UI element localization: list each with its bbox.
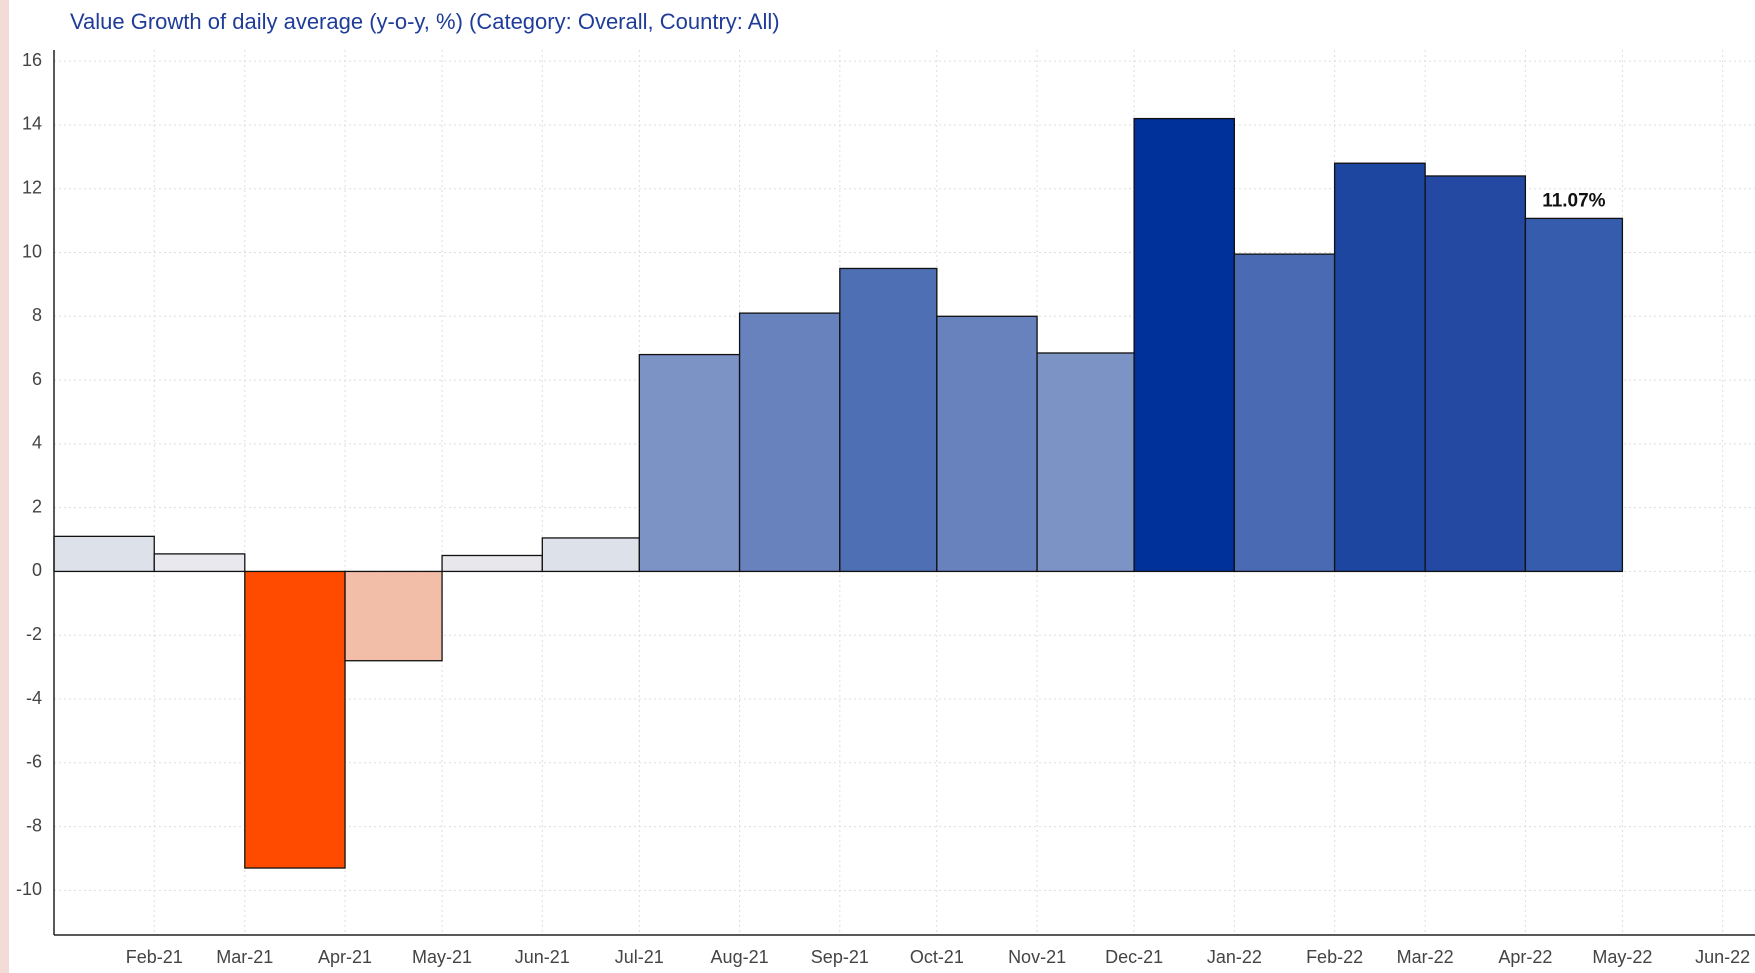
x-tick-label: Mar-21 — [216, 947, 273, 967]
bar — [441, 554, 543, 573]
y-tick-label: 2 — [32, 496, 42, 516]
x-tick-label: Aug-21 — [711, 947, 769, 967]
bar — [53, 535, 155, 573]
bar — [344, 570, 443, 662]
bar — [1233, 253, 1336, 573]
x-tick-label: Nov-21 — [1008, 947, 1066, 967]
x-tick-label: Mar-22 — [1397, 947, 1454, 967]
x-tick-label: Apr-22 — [1498, 947, 1552, 967]
bar — [244, 570, 346, 869]
bar — [541, 537, 640, 573]
y-tick-label: -8 — [26, 815, 42, 835]
data-label: 11.07% — [1542, 190, 1605, 211]
x-tick-label: May-21 — [412, 947, 472, 967]
bar — [738, 312, 841, 573]
bar — [936, 315, 1038, 573]
x-tick-label: Feb-22 — [1306, 947, 1363, 967]
x-tick-label: Apr-21 — [318, 947, 372, 967]
y-tick-label: -2 — [26, 624, 42, 644]
x-tick-label: Jan-22 — [1207, 947, 1262, 967]
x-tick-label: Sep-21 — [811, 947, 869, 967]
y-tick-label: 4 — [32, 433, 42, 453]
y-tick-label: 10 — [22, 241, 42, 261]
y-tick-label: -4 — [26, 688, 42, 708]
y-tick-label: -6 — [26, 752, 42, 772]
y-tick-label: 16 — [22, 50, 42, 70]
bar — [1133, 117, 1236, 573]
bar — [1036, 352, 1135, 573]
x-tick-label: May-22 — [1592, 947, 1652, 967]
y-tick-label: 14 — [22, 114, 42, 134]
y-tick-label: 0 — [32, 560, 42, 580]
x-tick-label: Jun-22 — [1695, 947, 1750, 967]
chart-title: Value Growth of daily average (y-o-y, %)… — [70, 9, 780, 34]
x-tick-label: Jun-21 — [515, 947, 570, 967]
y-tick-label: 6 — [32, 369, 42, 389]
y-tick-label: 12 — [22, 177, 42, 197]
side-strip — [0, 0, 9, 973]
bar — [839, 267, 938, 573]
x-tick-label: Jul-21 — [615, 947, 664, 967]
x-tick-label: Dec-21 — [1105, 947, 1163, 967]
bar — [638, 353, 741, 573]
x-tick-label: Oct-21 — [910, 947, 964, 967]
bar — [1424, 175, 1527, 573]
x-tick-label: Feb-21 — [126, 947, 183, 967]
bar — [1333, 162, 1426, 573]
y-tick-label: 8 — [32, 305, 42, 325]
bar — [1524, 217, 1624, 573]
y-tick-label: -10 — [16, 879, 42, 899]
bar — [153, 553, 246, 573]
